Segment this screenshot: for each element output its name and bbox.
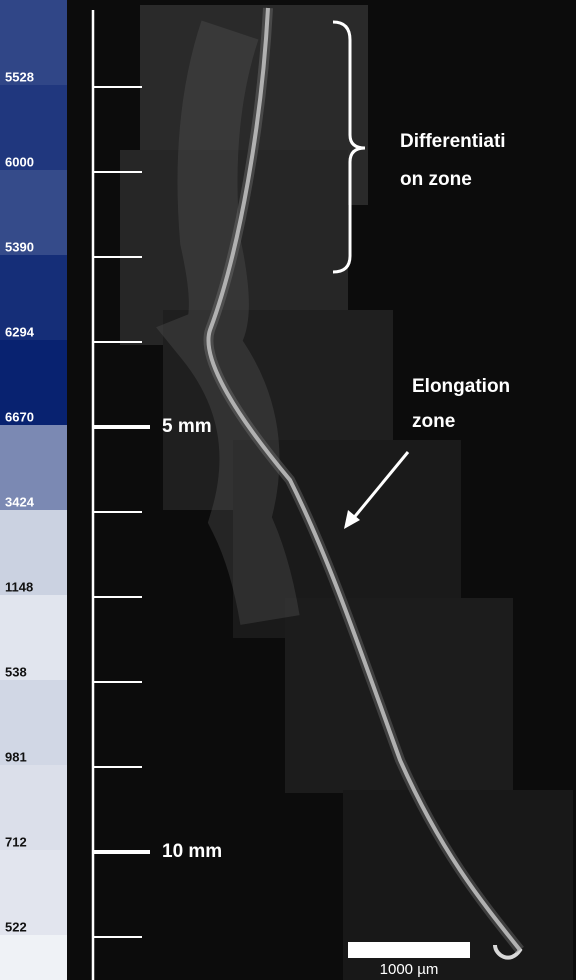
figure: 5528 6000 5390 6294 6670 3424 1148 538 981 712 522…	[0, 0, 576, 980]
ruler-label: 5 mm	[162, 416, 212, 437]
scale-label: 522	[5, 919, 27, 934]
page: 5528 6000 5390 6294 6670 3424 1148 538 981 712 522…	[0, 0, 576, 980]
scale-label: 981	[5, 749, 27, 764]
scale-label: 1148	[5, 579, 33, 594]
scale-label: 6000	[5, 154, 34, 169]
scale-bar	[348, 942, 470, 958]
scale-label: 6294	[5, 324, 35, 339]
scale-bar-label: 1000 µm	[380, 961, 439, 978]
annotation: Elongation	[412, 376, 510, 397]
annotation: on zone	[400, 169, 472, 190]
annotation: zone	[412, 411, 455, 432]
scale-label: 5390	[5, 239, 34, 254]
annotation: Differentiati	[400, 131, 506, 152]
scale-label: 6670	[5, 409, 34, 424]
color-scale: 5528 6000 5390 6294 6670 3424 1148 538 981 712 522…	[0, 0, 67, 980]
scale-cell	[0, 935, 67, 980]
scale-label: 5528	[5, 69, 34, 84]
ruler-label: 10 mm	[162, 841, 222, 862]
scale-label: 712	[5, 834, 27, 849]
scale-label: 538	[5, 664, 27, 679]
scale-label: 3424	[5, 494, 35, 509]
